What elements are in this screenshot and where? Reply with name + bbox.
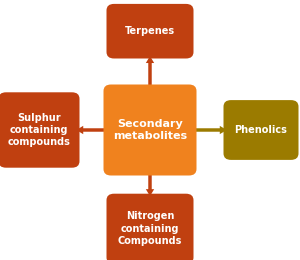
FancyBboxPatch shape (106, 194, 194, 260)
Text: Terpenes: Terpenes (125, 26, 175, 36)
Text: Nitrogen
containing
Compounds: Nitrogen containing Compounds (118, 211, 182, 246)
FancyBboxPatch shape (0, 92, 80, 168)
FancyBboxPatch shape (224, 100, 298, 160)
Text: Sulphur
containing
compounds: Sulphur containing compounds (8, 113, 70, 147)
Text: Phenolics: Phenolics (235, 125, 287, 135)
FancyBboxPatch shape (103, 84, 196, 176)
Text: Secondary
metabolites: Secondary metabolites (113, 119, 187, 141)
FancyBboxPatch shape (106, 4, 194, 59)
